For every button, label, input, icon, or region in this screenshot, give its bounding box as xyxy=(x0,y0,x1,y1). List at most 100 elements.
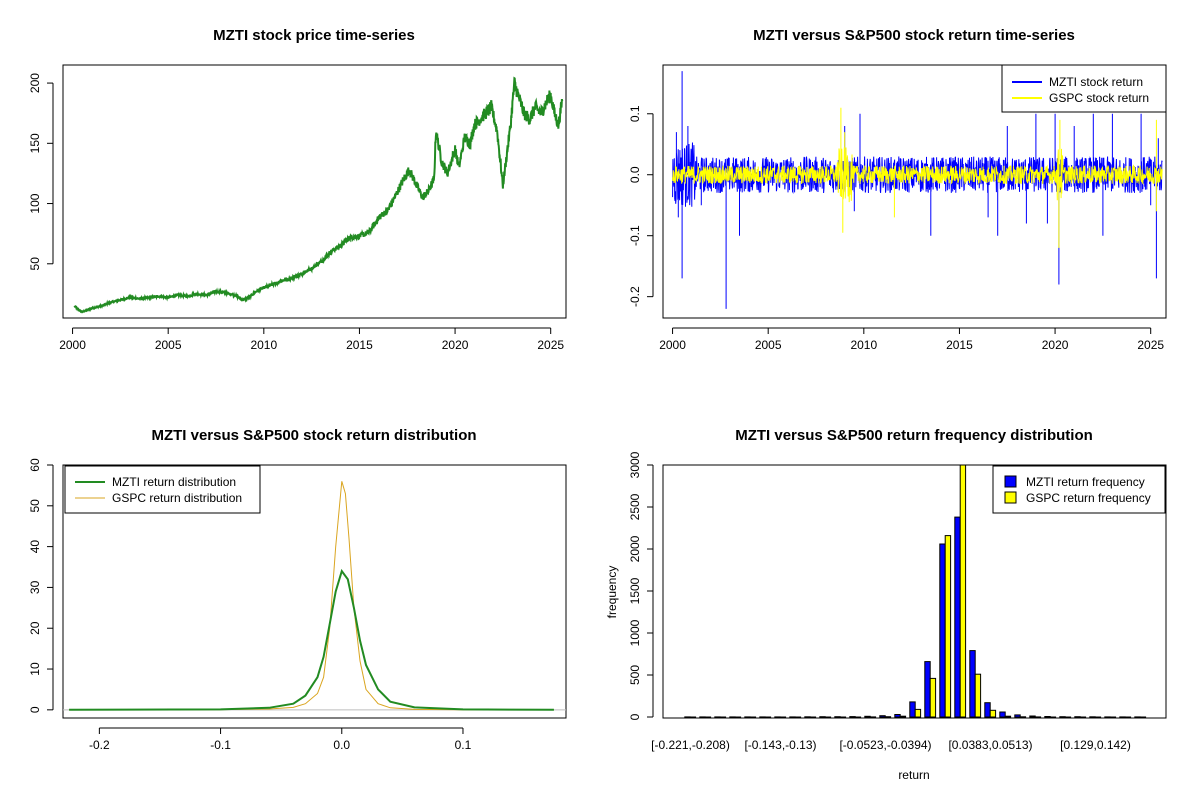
histogram-bar xyxy=(989,709,997,718)
plot-area xyxy=(73,76,564,314)
panel-title: MZTI versus S&P500 return frequency dist… xyxy=(735,427,1093,444)
x-tick-label: -0.1 xyxy=(210,738,231,752)
histogram-bar xyxy=(849,716,856,718)
histogram-bar xyxy=(774,716,781,719)
histogram-bar xyxy=(894,714,901,718)
density-line xyxy=(69,568,554,711)
legend-box xyxy=(1001,64,1167,113)
y-axis-label: frequency xyxy=(605,566,619,619)
histogram-bar xyxy=(1119,716,1126,719)
y-tick-label: 200 xyxy=(28,73,42,93)
y-tick-label: 40 xyxy=(28,540,42,554)
legend-label: MZTI return frequency xyxy=(1026,475,1145,489)
histogram-bar xyxy=(759,716,766,719)
legend-label: MZTI return distribution xyxy=(112,475,236,489)
return-series-line xyxy=(672,107,1163,248)
histogram-bar xyxy=(954,516,961,718)
histogram-bar xyxy=(879,715,886,718)
panel-return-frequency: MZTI versus S&P500 return frequency dist… xyxy=(605,427,1167,782)
histogram-bar xyxy=(1074,716,1081,719)
histogram-bar xyxy=(1029,715,1036,718)
histogram-bar xyxy=(1034,716,1042,719)
x-axis: 2000 2005 2010 2015 2020 2025 xyxy=(659,327,1164,352)
y-tick-label: 1000 xyxy=(628,619,642,646)
y-tick-label: 150 xyxy=(28,133,42,153)
histogram-bar xyxy=(719,716,727,719)
histogram-bar xyxy=(744,716,751,719)
histogram-bar xyxy=(824,716,832,719)
legend: MZTI return frequency GSPC return freque… xyxy=(992,465,1166,514)
histogram-bar xyxy=(1109,716,1117,719)
histogram-bar xyxy=(1004,715,1012,718)
histogram-bar xyxy=(794,716,802,719)
y-tick-label: 0.0 xyxy=(628,166,642,183)
histogram-bar xyxy=(729,716,736,719)
histogram-bar xyxy=(939,543,946,718)
x-tick-label: 2010 xyxy=(850,338,877,352)
histogram-bar xyxy=(914,708,922,718)
plot-area xyxy=(672,71,1163,309)
legend-label: GSPC return frequency xyxy=(1026,491,1151,505)
x-tick-label: 2005 xyxy=(155,338,182,352)
x-tick-label: [-0.0523,-0.0394) xyxy=(839,738,931,752)
plot-frame xyxy=(62,64,567,319)
x-tick-label: [-0.143,-0.13) xyxy=(744,738,816,752)
histogram-bar xyxy=(959,464,967,718)
legend-swatch xyxy=(1004,475,1017,488)
histogram-bar xyxy=(839,716,847,719)
y-tick-label: 2500 xyxy=(628,493,642,520)
histogram-bar xyxy=(1064,716,1072,719)
legend-label: GSPC stock return xyxy=(1049,91,1149,105)
price-series-line xyxy=(73,76,564,314)
y-axis: 0 10 20 30 40 50 60 xyxy=(28,458,54,713)
x-tick-label: 2010 xyxy=(250,338,277,352)
histogram-bar xyxy=(884,716,892,719)
panel-title: MZTI stock price time-series xyxy=(213,27,415,44)
y-tick-label: -0.2 xyxy=(628,286,642,307)
plot-frame xyxy=(62,464,567,719)
histogram-bar xyxy=(869,716,877,719)
panel-return-density: MZTI versus S&P500 stock return distribu… xyxy=(28,427,567,752)
legend: MZTI stock return GSPC stock return xyxy=(1001,64,1167,113)
y-tick-label: 0.1 xyxy=(628,105,642,122)
histogram-bar xyxy=(804,716,811,719)
plot-frame xyxy=(662,464,1167,719)
y-tick-label: 0 xyxy=(628,713,642,720)
panel-price-timeseries: MZTI stock price time-series 2000 2005 201… xyxy=(28,27,567,352)
panel-title: MZTI versus S&P500 stock return distribu… xyxy=(151,427,476,444)
histogram-bar xyxy=(734,716,742,719)
histogram-bar xyxy=(1104,716,1111,719)
histogram-bar xyxy=(1089,716,1096,719)
x-tick-label: [-0.221,-0.208) xyxy=(651,738,730,752)
plot-area xyxy=(63,481,566,711)
x-tick-label: 2025 xyxy=(537,338,564,352)
histogram-bar xyxy=(684,716,691,719)
x-tick-label: [0.0383,0.0513) xyxy=(948,738,1032,752)
y-tick-label: 50 xyxy=(28,499,42,513)
histogram-bar xyxy=(1049,716,1057,719)
y-tick-label: 30 xyxy=(28,580,42,594)
histogram-bar xyxy=(1079,716,1087,719)
histogram-bar xyxy=(1139,716,1147,719)
x-tick-label: 0.1 xyxy=(455,738,472,752)
x-tick-label: 2025 xyxy=(1137,338,1164,352)
x-axis-label: return xyxy=(898,768,929,782)
x-tick-label: 2015 xyxy=(346,338,373,352)
x-tick-label: 2005 xyxy=(755,338,782,352)
y-tick-label: 50 xyxy=(28,257,42,271)
panel-title: MZTI versus S&P500 stock return time-ser… xyxy=(753,27,1075,44)
y-tick-label: 500 xyxy=(628,665,642,685)
histogram-bar xyxy=(999,711,1006,718)
legend-swatch xyxy=(1004,491,1017,504)
plot-area xyxy=(684,464,1147,719)
histogram-bar xyxy=(689,716,697,719)
x-tick-label: [0.129,0.142) xyxy=(1060,738,1131,752)
density-line xyxy=(69,481,554,711)
y-axis: 0 500 1000 1500 2000 2500 3000 xyxy=(628,451,654,720)
y-tick-label: 1500 xyxy=(628,577,642,604)
histogram-bar xyxy=(1059,716,1066,719)
legend-box xyxy=(64,465,261,514)
histogram-bar xyxy=(899,715,907,718)
histogram-bar xyxy=(1124,716,1132,719)
